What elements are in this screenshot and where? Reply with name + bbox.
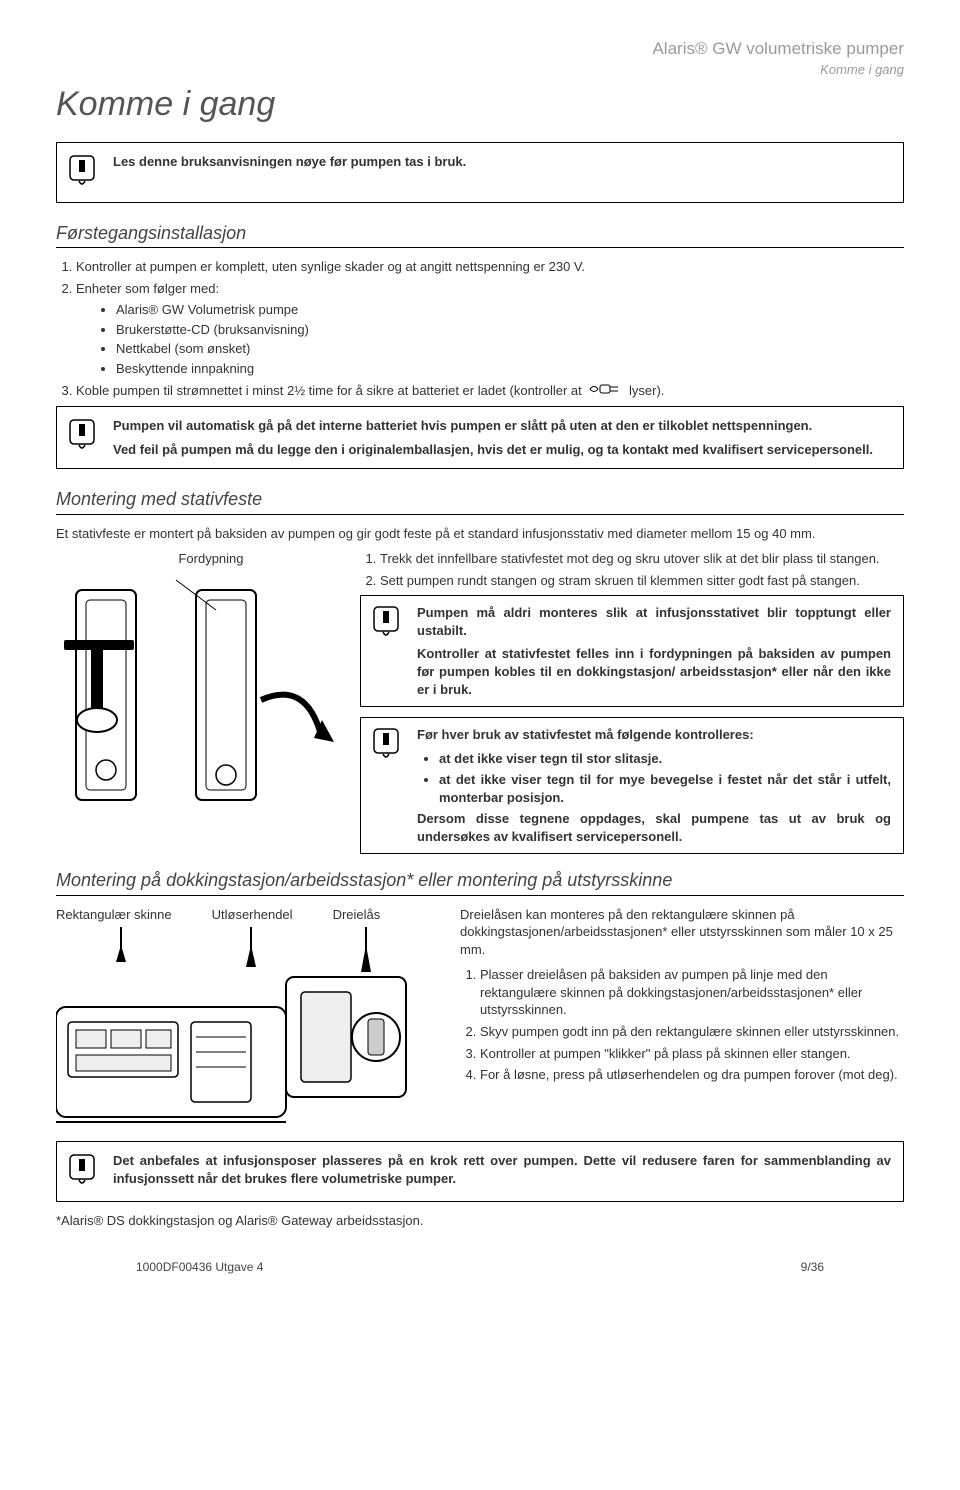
footnote: *Alaris® DS dokkingstasjon og Alaris® Ga… <box>56 1212 904 1230</box>
list-item: Skyv pumpen godt inn på den rektangulære… <box>480 1023 904 1041</box>
warning-icon <box>373 606 399 643</box>
first-time-steps: Kontroller at pumpen er komplett, uten s… <box>56 258 904 400</box>
list-item: Koble pumpen til strømnettet i minst 2½ … <box>76 382 904 401</box>
divider <box>56 514 904 515</box>
list-item: at det ikke viser tegn til for mye beveg… <box>439 771 891 806</box>
mount-warning-1: Pumpen må aldri monteres slik at infusjo… <box>360 595 904 707</box>
list-item: Beskyttende innpakning <box>116 360 904 378</box>
list-item: Kontroller at pumpen er komplett, uten s… <box>76 258 904 276</box>
docking-figure-column: Rektangulær skinne Utløserhendel Dreielå… <box>56 906 436 1128</box>
warning-icon <box>69 1154 95 1191</box>
mains-plug-icon <box>588 384 626 399</box>
mount-warning-1-text: Pumpen må aldri monteres slik at infusjo… <box>417 604 891 698</box>
mount-warning-2-text: Før hver bruk av stativfestet må følgend… <box>417 726 891 845</box>
list-item: Brukerstøtte-CD (bruksanvisning) <box>116 321 904 339</box>
docking-illustration <box>56 927 436 1127</box>
step3-before: Koble pumpen til strømnettet i minst 2½ … <box>76 383 582 398</box>
list-item: Trekk det innfellbare stativfestet mot d… <box>380 550 904 568</box>
section-name: Komme i gang <box>56 61 904 79</box>
mount-warning-2: Før hver bruk av stativfestet må følgend… <box>360 717 904 854</box>
pole-clamp-text-column: Trekk det innfellbare stativfestet mot d… <box>360 550 904 854</box>
warning-bullets: at det ikke viser tegn til stor slitasje… <box>417 750 891 807</box>
list-item: Plasser dreielåsen på baksiden av pumpen… <box>480 966 904 1019</box>
list-item: For å løsne, press på utløserhendelen og… <box>480 1066 904 1084</box>
warning-paragraph: Ved feil på pumpen må du legge den i ori… <box>113 441 891 459</box>
list-item: Enheter som følger med: Alaris® GW Volum… <box>76 280 904 378</box>
step2-intro: Enheter som følger med: <box>76 281 219 296</box>
pole-clamp-heading: Montering med stativfeste <box>56 487 904 511</box>
figure-label: Fordypning <box>56 550 336 568</box>
figure-callouts: Rektangulær skinne Utløserhendel Dreielå… <box>56 906 436 924</box>
warning-paragraph: Kontroller at stativfestet felles inn i … <box>417 645 891 698</box>
warning-icon <box>373 728 399 765</box>
page-title: Komme i gang <box>56 82 904 128</box>
battery-warning-text: Pumpen vil automatisk gå på det interne … <box>113 417 891 458</box>
warning-paragraph: Pumpen vil automatisk gå på det interne … <box>113 417 891 435</box>
callout-cam: Dreielås <box>333 906 381 924</box>
docking-heading: Montering på dokkingstasjon/arbeidsstasj… <box>56 868 904 892</box>
footer-left: 1000DF00436 Utgave 4 <box>136 1259 263 1275</box>
page-footer: 1000DF00436 Utgave 4 9/36 <box>56 1259 904 1275</box>
warning-icon <box>69 155 95 192</box>
final-warning-text: Det anbefales at infusjonsposer plassere… <box>113 1152 891 1187</box>
final-warning-box: Det anbefales at infusjonsposer plassere… <box>56 1141 904 1202</box>
docking-row: Rektangulær skinne Utløserhendel Dreielå… <box>56 906 904 1128</box>
divider <box>56 247 904 248</box>
docking-steps: Plasser dreielåsen på baksiden av pumpen… <box>460 966 904 1083</box>
included-items: Alaris® GW Volumetrisk pumpe Brukerstøtt… <box>76 301 904 377</box>
first-time-heading: Førstegangsinstallasjon <box>56 221 904 245</box>
list-item: Sett pumpen rundt stangen og stram skrue… <box>380 572 904 590</box>
callout-rail: Rektangulær skinne <box>56 906 172 924</box>
list-item: Nettkabel (som ønsket) <box>116 340 904 358</box>
page-header: Alaris® GW volumetriske pumper Komme i g… <box>56 38 904 78</box>
intro-warning-box: Les denne bruksanvisningen nøye før pump… <box>56 142 904 203</box>
product-name: Alaris® GW volumetriske pumper <box>56 38 904 61</box>
warning-trail: Dersom disse tegnene oppdages, skal pump… <box>417 810 891 845</box>
warning-icon <box>69 419 95 456</box>
list-item: Kontroller at pumpen "klikker" på plass … <box>480 1045 904 1063</box>
pole-clamp-figure-column: Fordypning <box>56 550 336 854</box>
list-item: at det ikke viser tegn til stor slitasje… <box>439 750 891 768</box>
step3-after: lyser). <box>629 383 664 398</box>
list-item: Alaris® GW Volumetrisk pumpe <box>116 301 904 319</box>
pole-clamp-intro: Et stativfeste er montert på baksiden av… <box>56 525 904 543</box>
warning-paragraph: Pumpen må aldri monteres slik at infusjo… <box>417 604 891 639</box>
pole-clamp-illustration <box>56 570 336 820</box>
intro-warning-text: Les denne bruksanvisningen nøye før pump… <box>113 153 891 171</box>
footer-page-number: 9/36 <box>801 1259 824 1275</box>
docking-intro: Dreielåsen kan monteres på den rektangul… <box>460 906 904 959</box>
callout-lever: Utløserhendel <box>212 906 293 924</box>
pole-clamp-row: Fordypning Trekk det innfellbare stativf… <box>56 550 904 854</box>
battery-warning-box: Pumpen vil automatisk gå på det interne … <box>56 406 904 469</box>
warning-lead: Før hver bruk av stativfestet må følgend… <box>417 726 891 744</box>
divider <box>56 895 904 896</box>
docking-text-column: Dreielåsen kan monteres på den rektangul… <box>460 906 904 1128</box>
pole-clamp-steps: Trekk det innfellbare stativfestet mot d… <box>360 550 904 589</box>
